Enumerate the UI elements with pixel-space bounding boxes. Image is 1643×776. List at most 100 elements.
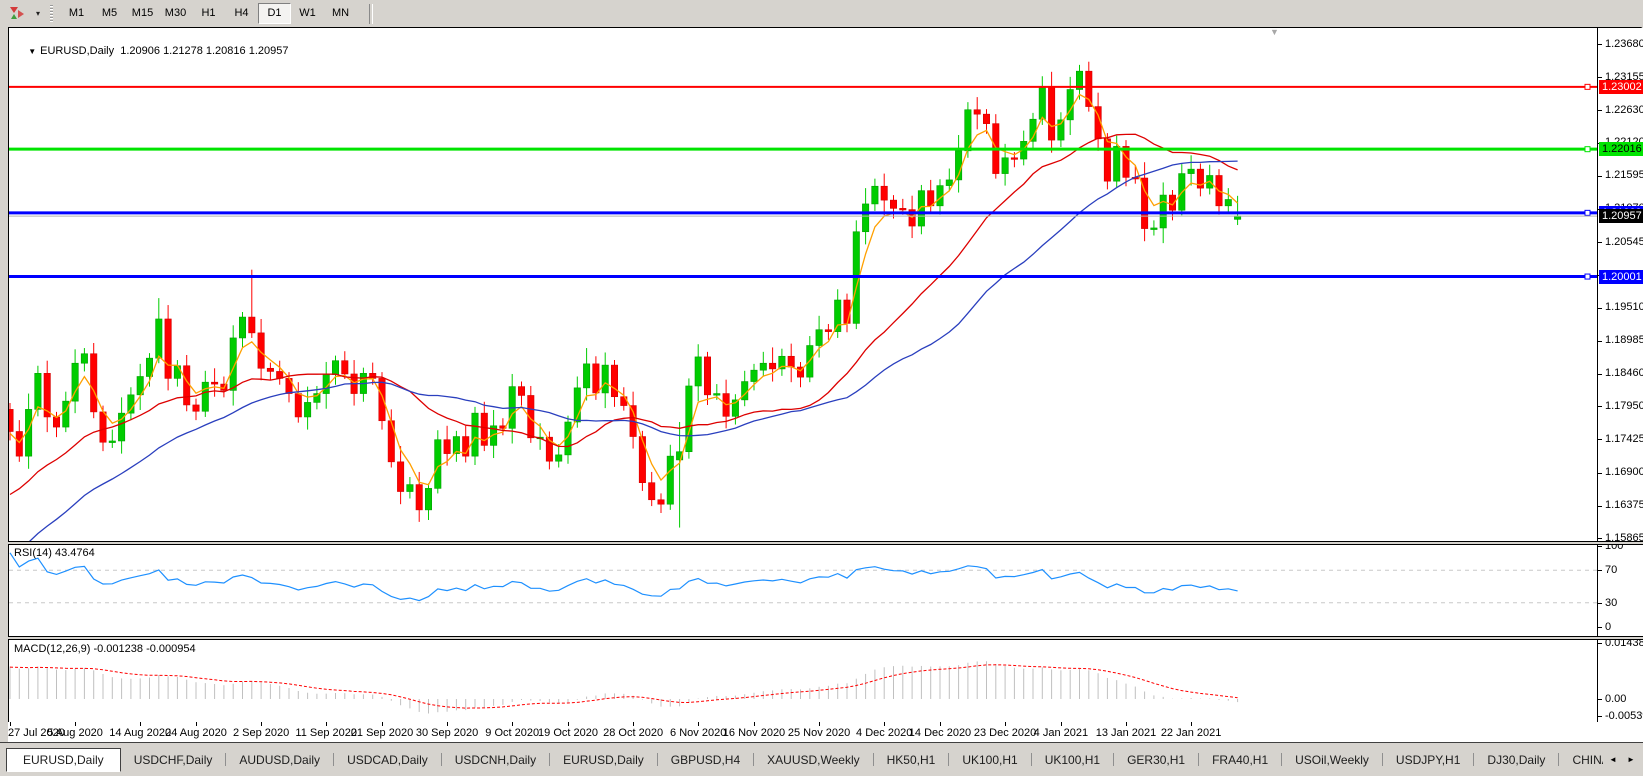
candle [1122,146,1130,178]
chart-tab[interactable]: UK100,H1 [962,752,1018,767]
candle [471,412,479,457]
candle [759,362,767,371]
candle [313,393,321,403]
line-handle[interactable] [1584,83,1591,90]
line-handle[interactable] [1584,146,1591,153]
tab-separator [1381,753,1383,766]
timeframe-button-m1[interactable]: M1 [68,7,85,19]
panel-splitter-rsi[interactable] [8,541,1643,545]
candle [601,364,609,394]
date-axis[interactable]: 27 Jul 2020 5 Aug 2020 14 Aug 2020 24 Aug 2… [8,722,1643,742]
candle [304,402,312,418]
macd-indicator-label: MACD(12,26,9) -0.001238 -0.000954 [14,643,196,655]
candle [490,425,498,446]
price-tick-label: 1.23680 [1605,37,1643,50]
candle [211,381,219,385]
chart-tab[interactable]: EURUSD,Daily [563,752,644,767]
candle [257,332,265,369]
candle [155,318,163,359]
date-tick-label: 5 Aug 2020 [47,727,103,739]
main-price-chart-canvas[interactable] [9,28,1597,541]
timeframe-button-d1[interactable]: D1 [258,3,291,24]
chevron-down-icon[interactable]: ▾ [35,9,40,18]
tab-scroll-right-button[interactable]: ► [1627,755,1635,764]
timeframe-button-m15[interactable]: M15 [131,7,154,19]
panel-splitter-macd[interactable] [8,636,1643,640]
candle [397,461,405,492]
chart-shift-marker-icon[interactable]: ▼ [1270,27,1279,37]
chart-tab[interactable]: USOil,Weekly [1295,752,1369,767]
candle [778,355,786,370]
candle [564,421,572,456]
timeframe-button-mn[interactable]: MN [331,7,350,19]
price-axis-tick [1598,242,1602,244]
candle [583,363,591,389]
price-line-label: 1.22016 [1599,142,1643,157]
price-axis-tick [1598,110,1602,112]
candle [703,356,711,396]
chart-tab[interactable]: FRA40,H1 [1212,752,1269,767]
chart-tab[interactable]: UK100,H1 [1044,752,1101,767]
date-tick-label: 13 Jan 2021 [1095,727,1157,739]
candle [1048,87,1056,141]
candle [434,439,442,489]
timeframe-button-m30[interactable]: M30 [164,7,187,19]
chart-tab-active[interactable]: EURUSD,Daily [6,747,121,772]
tab-scroll-left-button[interactable]: ◄ [1609,755,1617,764]
candle [341,360,349,375]
line-handle[interactable] [1584,209,1591,216]
candle [982,113,990,124]
tab-scroll-buttons: ◄ ► [1603,751,1639,769]
date-tick-label: 21 Sep 2020 [350,727,414,739]
chart-title: ▼ EURUSD,Daily 1.20906 1.21278 1.20816 1.… [16,33,288,69]
chart-tab[interactable]: USDCAD,Daily [347,752,428,767]
price-tick-label: 1.19510 [1605,301,1643,314]
chart-tab[interactable]: GBPUSD,H4 [670,752,741,767]
timeframe-button-w1[interactable]: W1 [299,7,316,19]
chart-objects-icon[interactable] [3,3,31,25]
chart-tab[interactable]: USDCHF,Daily [133,752,213,767]
price-tick-label: 1.16900 [1605,466,1643,479]
date-axis-tick [10,722,11,726]
date-axis-tick [1191,722,1193,726]
candle [1103,138,1111,182]
price-tick-label: 1.18985 [1605,334,1643,347]
candle [545,436,553,462]
candlesticks [9,61,1242,528]
chart-tab[interactable]: USDCNH,Daily [454,752,537,767]
candle [573,387,581,423]
chart-tab[interactable]: CHINA300,H1 [1572,752,1603,767]
timeframe-button-h4[interactable]: H4 [234,7,249,19]
timeframe-button-h1[interactable]: H1 [201,7,216,19]
candle [239,316,247,339]
candle [787,355,795,368]
symbol-dropdown-icon[interactable]: ▼ [28,47,37,56]
price-line-label: 1.23002 [1599,79,1643,94]
chart-tab-list: EURUSD,Daily USDCHF,Daily AUDUSD,Daily USDC… [0,747,1603,772]
toolbar-drag-grip[interactable] [49,4,54,23]
tab-separator [1113,753,1115,766]
macd-panel-canvas[interactable] [9,640,1597,722]
chart-tab[interactable]: HK50,H1 [886,752,936,767]
candle [555,454,563,462]
price-tick-label: 1.21595 [1605,169,1643,182]
chart-tab[interactable]: XAUUSD,Weekly [767,752,860,767]
chart-tab[interactable]: DJ30,Daily [1487,752,1546,767]
chart-tab[interactable]: GER30,H1 [1127,752,1186,767]
rsi-panel-canvas[interactable] [9,545,1597,636]
price-line-label: 1.20001 [1599,269,1643,284]
timeframe-button-m5[interactable]: M5 [101,7,118,19]
price-tick-label: 1.17425 [1605,432,1643,445]
tab-separator [549,753,551,766]
chart-tab[interactable]: USDJPY,H1 [1395,752,1461,767]
chart-tab[interactable]: AUDUSD,Daily [239,752,321,767]
price-axis[interactable]: 1.236801.231551.226301.221201.215951.210… [1597,28,1643,722]
line-handle[interactable] [1584,273,1591,280]
date-axis-tick [512,722,514,726]
date-tick-label: 4 Dec 2020 [856,727,913,739]
toolbar-separator [369,3,373,24]
macd-tick-label: 0.014384 [1605,637,1643,649]
tab-separator [948,753,950,766]
candle [1224,199,1232,207]
candle [34,373,42,410]
